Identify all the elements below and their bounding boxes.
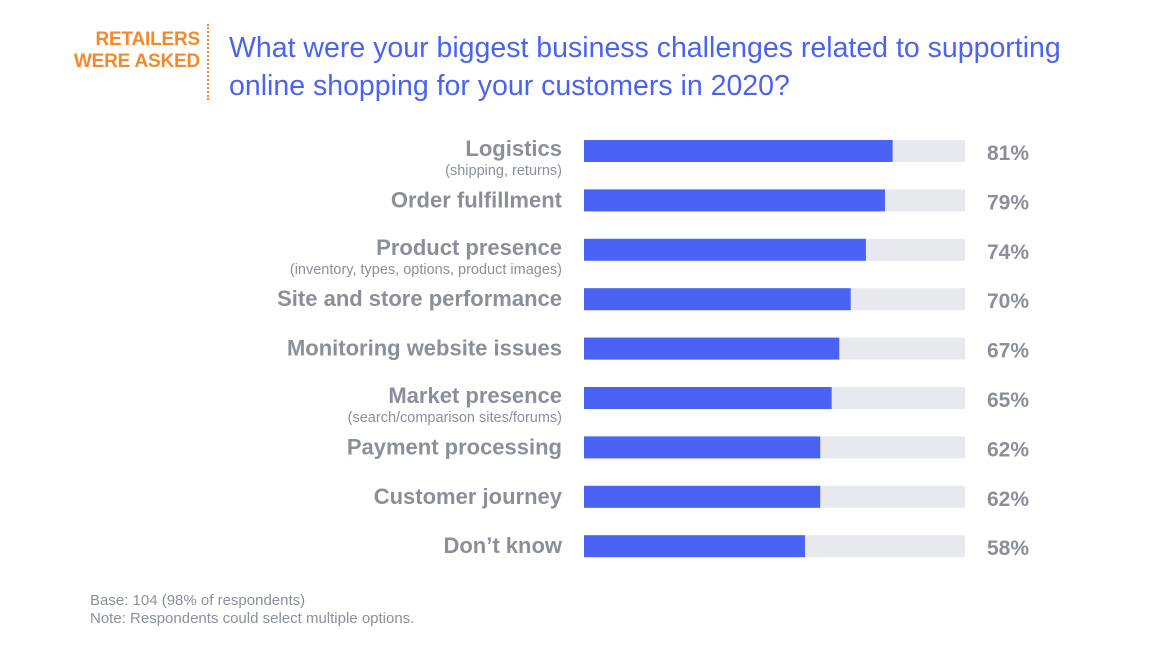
chart-title: What were your biggest business challeng… — [229, 32, 1061, 102]
value-label: 58% — [987, 537, 1029, 560]
value-label: 74% — [987, 241, 1029, 264]
value-label: 67% — [987, 340, 1029, 363]
value-label: 81% — [987, 142, 1029, 165]
bar — [584, 337, 840, 360]
bar — [584, 238, 866, 261]
value-label: 62% — [987, 438, 1029, 461]
footnote-note: Note: Respondents could select multiple … — [90, 610, 415, 627]
value-label: 62% — [987, 488, 1029, 511]
tag-line-2: WERE ASKED — [73, 51, 200, 72]
category-label: Customer journey — [374, 484, 563, 509]
bar — [584, 140, 893, 162]
value-label: 65% — [987, 389, 1029, 412]
bar — [584, 535, 805, 558]
category-sublabel: (inventory, types, options, product imag… — [290, 262, 562, 278]
category-label: Monitoring website issues — [287, 336, 562, 361]
bar — [584, 387, 832, 409]
footnote-base: Base: 104 (98% of respondents) — [90, 592, 306, 609]
category-label: Product presence — [376, 235, 562, 260]
category-label: Logistics — [465, 136, 562, 161]
bar — [584, 485, 821, 508]
bar — [584, 189, 885, 212]
category-sublabel: (shipping, returns) — [445, 163, 562, 179]
retailers-asked-tag: RETAILERS WERE ASKED — [62, 29, 200, 73]
category-sublabel: (search/comparison sites/forums) — [348, 410, 562, 426]
dotted-divider — [207, 24, 209, 100]
value-label: 79% — [987, 191, 1029, 214]
category-label: Don’t know — [443, 533, 562, 558]
category-label: Order fulfillment — [391, 187, 563, 212]
category-label: Site and store performance — [277, 286, 562, 311]
bar — [584, 436, 821, 459]
bar — [584, 288, 851, 311]
category-label: Market presence — [388, 383, 562, 408]
category-label: Payment processing — [347, 434, 562, 459]
tag-line-1: RETAILERS — [95, 29, 201, 50]
value-label: 70% — [987, 290, 1029, 313]
